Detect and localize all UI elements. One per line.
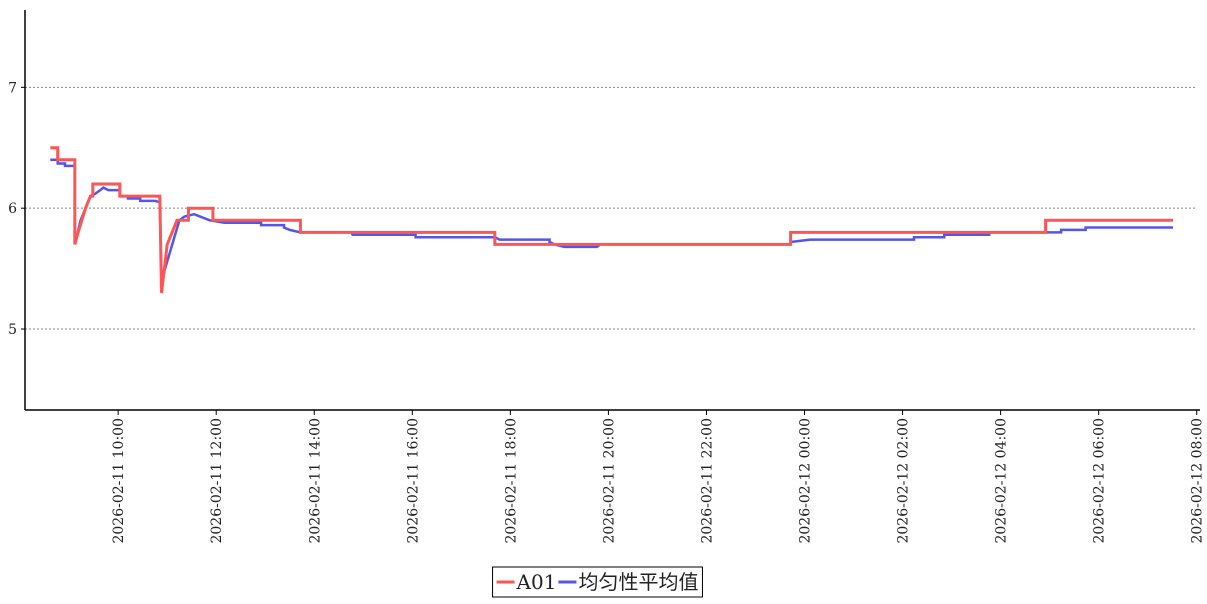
legend-label: A01	[516, 570, 557, 594]
y-tick-label: 7	[8, 80, 17, 96]
legend-box	[492, 566, 703, 598]
x-tick-label: 2026-02-11 16:00	[405, 418, 421, 544]
legend: A01 均匀性平均值	[492, 566, 703, 598]
y-tick-label: 6	[8, 201, 17, 217]
legend-label: 均匀性平均值	[578, 570, 698, 594]
x-tick-label: 2026-02-11 20:00	[601, 418, 617, 544]
x-tick-label: 2026-02-11 10:00	[111, 418, 127, 544]
x-tick-label: 2026-02-11 14:00	[307, 418, 323, 544]
x-tick-label: 2026-02-12 04:00	[994, 418, 1010, 544]
x-tick-label: 2026-02-11 12:00	[209, 418, 225, 544]
x-tick-label: 2026-02-12 06:00	[1092, 418, 1108, 544]
x-tick-label: 2026-02-12 08:00	[1190, 418, 1206, 544]
x-tick-label: 2026-02-12 02:00	[896, 418, 912, 544]
series-line	[50, 158, 1173, 282]
series-line	[50, 146, 1173, 293]
y-tick-label: 5	[8, 322, 17, 338]
x-tick-label: 2026-02-12 00:00	[798, 418, 814, 544]
x-tick-label: 2026-02-11 22:00	[699, 418, 715, 544]
x-tick-label: 2026-02-11 18:00	[503, 418, 519, 544]
